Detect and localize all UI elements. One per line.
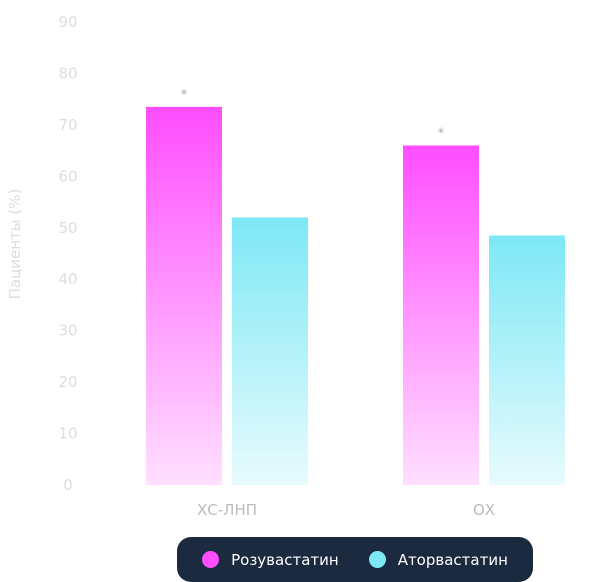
bar-rosuvastatin xyxy=(403,145,479,485)
bars xyxy=(146,106,565,485)
y-tick-label: 50 xyxy=(58,219,77,237)
y-tick-label: 40 xyxy=(58,270,77,288)
y-tick-label: 30 xyxy=(58,322,77,340)
significance-marker: * xyxy=(438,126,445,141)
legend-label-rosuvastatin: Розувастатин xyxy=(231,550,339,569)
legend-swatch-rosuvastatin xyxy=(202,551,220,568)
y-tick-label: 10 xyxy=(58,425,77,443)
x-axis-ticks: ХС-ЛНП ОХ xyxy=(197,501,495,519)
y-tick-label: 90 xyxy=(58,13,77,31)
bar-atorvastatin xyxy=(489,235,565,485)
x-tick-label: ОХ xyxy=(473,501,495,519)
y-tick-label: 70 xyxy=(58,116,77,134)
annotations: ** xyxy=(181,88,445,142)
bar-atorvastatin xyxy=(232,217,308,485)
legend: Розувастатин Аторвастатин xyxy=(177,537,533,582)
bar-rosuvastatin xyxy=(146,106,222,485)
legend-label-atorvastatin: Аторвастатин xyxy=(397,550,508,569)
legend-swatch-atorvastatin xyxy=(368,551,386,568)
y-tick-label: 20 xyxy=(58,373,77,391)
y-tick-label: 80 xyxy=(58,64,77,82)
legend-item-atorvastatin[interactable]: Аторвастатин xyxy=(368,550,508,569)
y-axis-ticks: 0 10 20 30 40 50 60 70 80 90 xyxy=(58,13,77,494)
y-tick-label: 60 xyxy=(58,167,77,185)
significance-marker: * xyxy=(181,88,188,103)
y-tick-label: 0 xyxy=(63,476,73,494)
x-tick-label: ХС-ЛНП xyxy=(197,501,257,519)
y-axis-label: Пациенты (%) xyxy=(6,189,24,300)
legend-item-rosuvastatin[interactable]: Розувастатин xyxy=(202,551,339,569)
